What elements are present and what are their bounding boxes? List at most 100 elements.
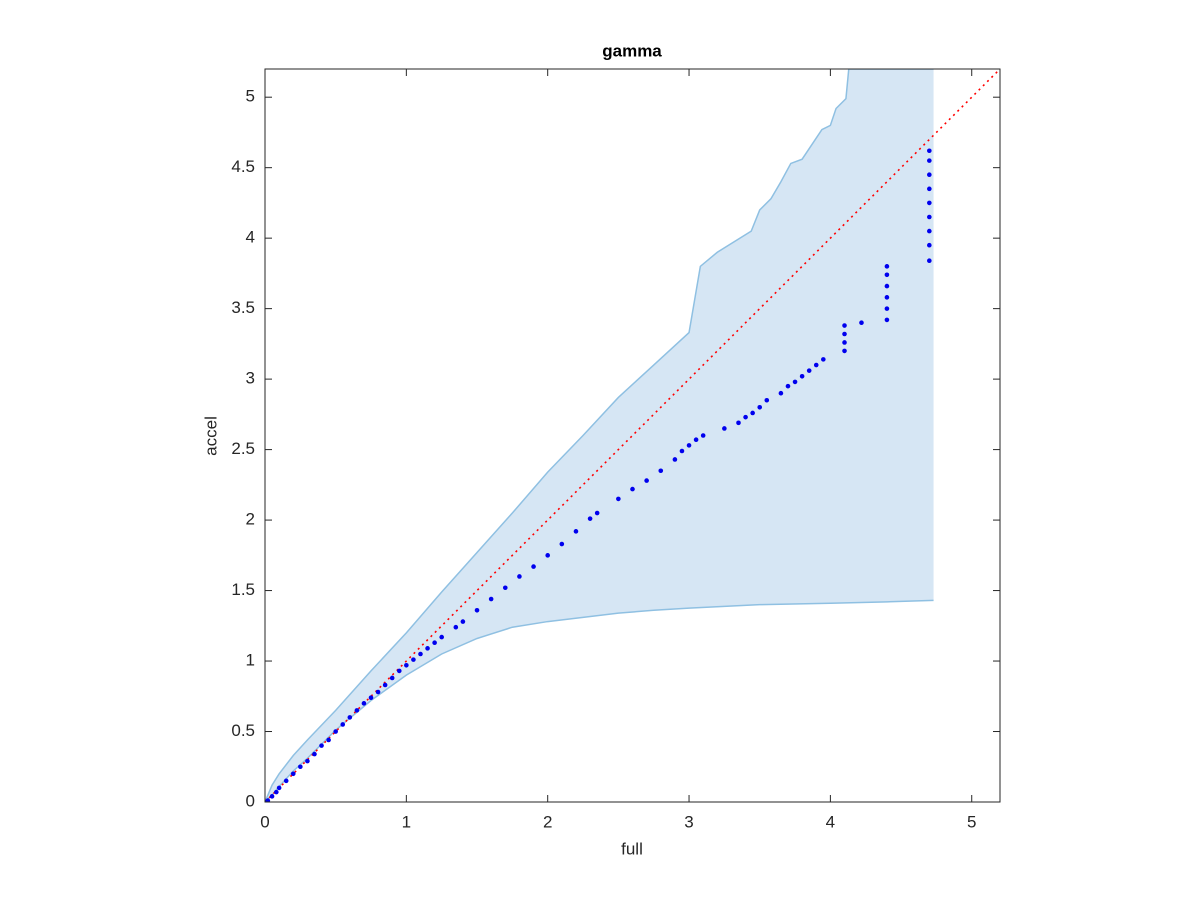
y-tick-label: 0.5 <box>231 721 255 740</box>
data-point <box>859 320 864 326</box>
y-tick-label: 4 <box>246 228 255 247</box>
data-point <box>644 478 649 483</box>
data-point <box>700 433 706 438</box>
data-point <box>813 362 819 368</box>
data-point <box>842 348 847 354</box>
data-point <box>453 624 459 630</box>
data-point <box>276 785 282 791</box>
y-tick-label: 3.5 <box>231 298 255 317</box>
data-point <box>425 646 430 651</box>
reference-line <box>265 69 1000 802</box>
data-point <box>722 426 727 431</box>
data-point <box>545 553 550 558</box>
data-point <box>658 468 664 474</box>
data-point <box>799 373 805 379</box>
data-point <box>298 764 303 770</box>
data-point <box>616 496 621 502</box>
data-point <box>573 529 579 534</box>
chart-title: gamma <box>602 41 662 60</box>
band-edge <box>265 69 934 802</box>
data-point <box>418 651 423 657</box>
data-point <box>382 682 388 688</box>
data-point <box>778 390 784 396</box>
data-point <box>927 148 932 154</box>
data-point <box>502 585 508 591</box>
data-point <box>757 405 763 410</box>
data-point <box>404 662 409 668</box>
y-axis-label: accel <box>201 416 220 456</box>
data-point <box>474 607 480 613</box>
data-point <box>764 397 770 403</box>
data-point <box>884 272 890 278</box>
band-edge <box>265 599 934 802</box>
y-tick-label: 2.5 <box>231 439 255 458</box>
data-point <box>517 574 522 579</box>
data-point <box>743 414 748 420</box>
data-point <box>884 295 890 300</box>
data-point <box>375 689 381 695</box>
data-point <box>672 457 678 462</box>
data-point <box>354 708 360 713</box>
data-point <box>842 323 847 328</box>
data-point <box>460 619 466 624</box>
data-point <box>884 317 890 323</box>
data-point <box>884 283 890 289</box>
data-point <box>559 541 565 547</box>
x-tick-label: 4 <box>826 812 835 831</box>
data-point <box>265 798 271 802</box>
data-point <box>290 771 296 777</box>
data-point <box>884 264 890 269</box>
x-tick-label: 2 <box>543 812 552 831</box>
data-point <box>927 186 932 192</box>
data-point <box>679 448 685 454</box>
band-fill <box>265 69 934 802</box>
data-point <box>927 242 932 248</box>
x-tick-label: 5 <box>967 812 976 831</box>
data-point <box>389 675 395 681</box>
data-point <box>927 200 932 206</box>
data-point <box>283 778 289 784</box>
y-tick-label: 5 <box>246 87 255 106</box>
data-point <box>432 640 437 646</box>
data-point <box>269 794 275 799</box>
y-tick-label: 2 <box>246 510 255 529</box>
data-point <box>305 758 310 764</box>
data-point <box>927 158 932 163</box>
y-tick-label: 1 <box>246 651 255 670</box>
data-point <box>785 383 791 389</box>
data-point <box>736 420 741 426</box>
x-axis-label: full <box>621 839 643 858</box>
data-point <box>326 737 331 743</box>
x-tick-label: 1 <box>402 812 411 831</box>
data-point <box>884 306 890 311</box>
x-tick-label: 3 <box>684 812 693 831</box>
y-tick-label: 4.5 <box>231 157 255 176</box>
data-point <box>806 368 812 373</box>
data-point <box>594 510 600 516</box>
data-point <box>411 657 416 662</box>
data-point <box>439 634 444 640</box>
data-point <box>368 695 374 700</box>
data-point <box>750 410 755 416</box>
data-point <box>842 331 847 337</box>
data-point <box>347 715 353 720</box>
data-point <box>842 340 847 345</box>
y-tick-label: 0 <box>246 791 255 810</box>
x-tick-label: 0 <box>260 812 269 831</box>
data-point <box>821 357 826 362</box>
data-point <box>274 789 279 795</box>
data-point <box>927 228 932 234</box>
data-point <box>531 564 536 569</box>
data-point <box>686 443 692 448</box>
data-point <box>340 722 346 727</box>
data-point <box>361 701 367 706</box>
y-tick-label: 3 <box>246 369 255 388</box>
data-point <box>927 214 932 220</box>
data-point <box>312 751 317 757</box>
data-point <box>927 172 932 178</box>
data-point <box>319 743 324 748</box>
axes: 0 1 2 3 4 5 0 0.5 1 1.5 2 2.5 3 3.5 4 4.5 5 <box>231 68 1001 831</box>
data-point <box>396 668 402 674</box>
